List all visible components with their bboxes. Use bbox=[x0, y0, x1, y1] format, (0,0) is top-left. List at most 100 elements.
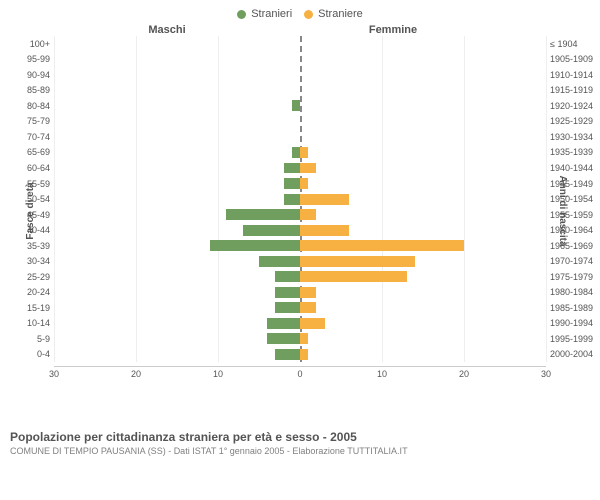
x-tick: 10 bbox=[377, 369, 387, 379]
table-row: 100+≤ 1904 bbox=[54, 36, 546, 52]
age-label: 20-24 bbox=[14, 287, 50, 297]
year-label: 1975-1979 bbox=[550, 272, 600, 282]
year-label: 1935-1939 bbox=[550, 147, 600, 157]
year-label: ≤ 1904 bbox=[550, 39, 600, 49]
year-label: 1965-1969 bbox=[550, 241, 600, 251]
bar-male bbox=[275, 271, 300, 282]
table-row: 0-42000-2004 bbox=[54, 347, 546, 363]
age-label: 50-54 bbox=[14, 194, 50, 204]
year-label: 1985-1989 bbox=[550, 303, 600, 313]
caption: Popolazione per cittadinanza straniera p… bbox=[0, 424, 600, 456]
table-row: 95-991905-1909 bbox=[54, 52, 546, 68]
bar-female bbox=[300, 194, 349, 205]
year-label: 1930-1934 bbox=[550, 132, 600, 142]
bar-female bbox=[300, 163, 316, 174]
bar-female bbox=[300, 349, 308, 360]
age-label: 60-64 bbox=[14, 163, 50, 173]
bar-female bbox=[300, 287, 316, 298]
bar-male bbox=[284, 194, 300, 205]
table-row: 55-591945-1949 bbox=[54, 176, 546, 192]
caption-title: Popolazione per cittadinanza straniera p… bbox=[10, 430, 590, 444]
bar-male bbox=[275, 349, 300, 360]
plot-area: Fasce di età Anni di nascita 100+≤ 19049… bbox=[0, 36, 600, 386]
age-label: 30-34 bbox=[14, 256, 50, 266]
x-tick: 0 bbox=[297, 369, 302, 379]
gridline bbox=[546, 36, 547, 362]
legend-label-f: Straniere bbox=[318, 8, 363, 20]
legend-label-m: Stranieri bbox=[251, 8, 292, 20]
year-label: 2000-2004 bbox=[550, 349, 600, 359]
table-row: 20-241980-1984 bbox=[54, 285, 546, 301]
year-label: 1925-1929 bbox=[550, 116, 600, 126]
bar-female bbox=[300, 333, 308, 344]
age-label: 80-84 bbox=[14, 101, 50, 111]
table-row: 10-141990-1994 bbox=[54, 316, 546, 332]
table-row: 60-641940-1944 bbox=[54, 160, 546, 176]
age-label: 65-69 bbox=[14, 147, 50, 157]
age-label: 95-99 bbox=[14, 54, 50, 64]
x-tick: 30 bbox=[49, 369, 59, 379]
bar-male bbox=[267, 333, 300, 344]
x-tick: 30 bbox=[541, 369, 551, 379]
chart: Maschi Femmine Fasce di età Anni di nasc… bbox=[0, 24, 600, 424]
age-label: 85-89 bbox=[14, 85, 50, 95]
bar-male bbox=[259, 256, 300, 267]
col-header-right: Femmine bbox=[280, 24, 560, 36]
age-label: 90-94 bbox=[14, 70, 50, 80]
age-label: 35-39 bbox=[14, 241, 50, 251]
year-label: 1995-1999 bbox=[550, 334, 600, 344]
age-label: 15-19 bbox=[14, 303, 50, 313]
x-axis: 3020100102030 bbox=[54, 366, 546, 386]
x-tick: 20 bbox=[131, 369, 141, 379]
table-row: 85-891915-1919 bbox=[54, 83, 546, 99]
year-label: 1950-1954 bbox=[550, 194, 600, 204]
x-tick: 20 bbox=[459, 369, 469, 379]
age-label: 40-44 bbox=[14, 225, 50, 235]
age-label: 70-74 bbox=[14, 132, 50, 142]
column-headers: Maschi Femmine bbox=[0, 24, 600, 36]
year-label: 1920-1924 bbox=[550, 101, 600, 111]
table-row: 25-291975-1979 bbox=[54, 269, 546, 285]
legend-item-m: Stranieri bbox=[237, 8, 292, 20]
year-label: 1910-1914 bbox=[550, 70, 600, 80]
year-label: 1980-1984 bbox=[550, 287, 600, 297]
bar-female bbox=[300, 318, 325, 329]
table-row: 70-741930-1934 bbox=[54, 129, 546, 145]
year-label: 1960-1964 bbox=[550, 225, 600, 235]
year-label: 1955-1959 bbox=[550, 210, 600, 220]
age-label: 25-29 bbox=[14, 272, 50, 282]
bar-female bbox=[300, 225, 349, 236]
age-label: 10-14 bbox=[14, 318, 50, 328]
age-label: 5-9 bbox=[14, 334, 50, 344]
bar-female bbox=[300, 302, 316, 313]
table-row: 90-941910-1914 bbox=[54, 67, 546, 83]
x-tick: 10 bbox=[213, 369, 223, 379]
year-label: 1990-1994 bbox=[550, 318, 600, 328]
bar-male bbox=[292, 100, 300, 111]
bar-female bbox=[300, 271, 407, 282]
legend-dot-m bbox=[237, 10, 246, 19]
age-label: 55-59 bbox=[14, 179, 50, 189]
table-row: 40-441960-1964 bbox=[54, 222, 546, 238]
bar-male bbox=[284, 178, 300, 189]
year-label: 1940-1944 bbox=[550, 163, 600, 173]
bar-male bbox=[275, 287, 300, 298]
bar-male bbox=[226, 209, 300, 220]
table-row: 30-341970-1974 bbox=[54, 253, 546, 269]
bar-male bbox=[292, 147, 300, 158]
table-row: 45-491955-1959 bbox=[54, 207, 546, 223]
age-label: 45-49 bbox=[14, 210, 50, 220]
year-label: 1915-1919 bbox=[550, 85, 600, 95]
table-row: 75-791925-1929 bbox=[54, 114, 546, 130]
table-row: 5-91995-1999 bbox=[54, 331, 546, 347]
table-row: 50-541950-1954 bbox=[54, 191, 546, 207]
bar-male bbox=[243, 225, 300, 236]
age-label: 0-4 bbox=[14, 349, 50, 359]
caption-subtitle: COMUNE DI TEMPIO PAUSANIA (SS) - Dati IS… bbox=[10, 446, 590, 456]
table-row: 80-841920-1924 bbox=[54, 98, 546, 114]
year-label: 1970-1974 bbox=[550, 256, 600, 266]
bar-male bbox=[267, 318, 300, 329]
legend: Stranieri Straniere bbox=[0, 0, 600, 24]
table-row: 35-391965-1969 bbox=[54, 238, 546, 254]
table-row: 65-691935-1939 bbox=[54, 145, 546, 161]
